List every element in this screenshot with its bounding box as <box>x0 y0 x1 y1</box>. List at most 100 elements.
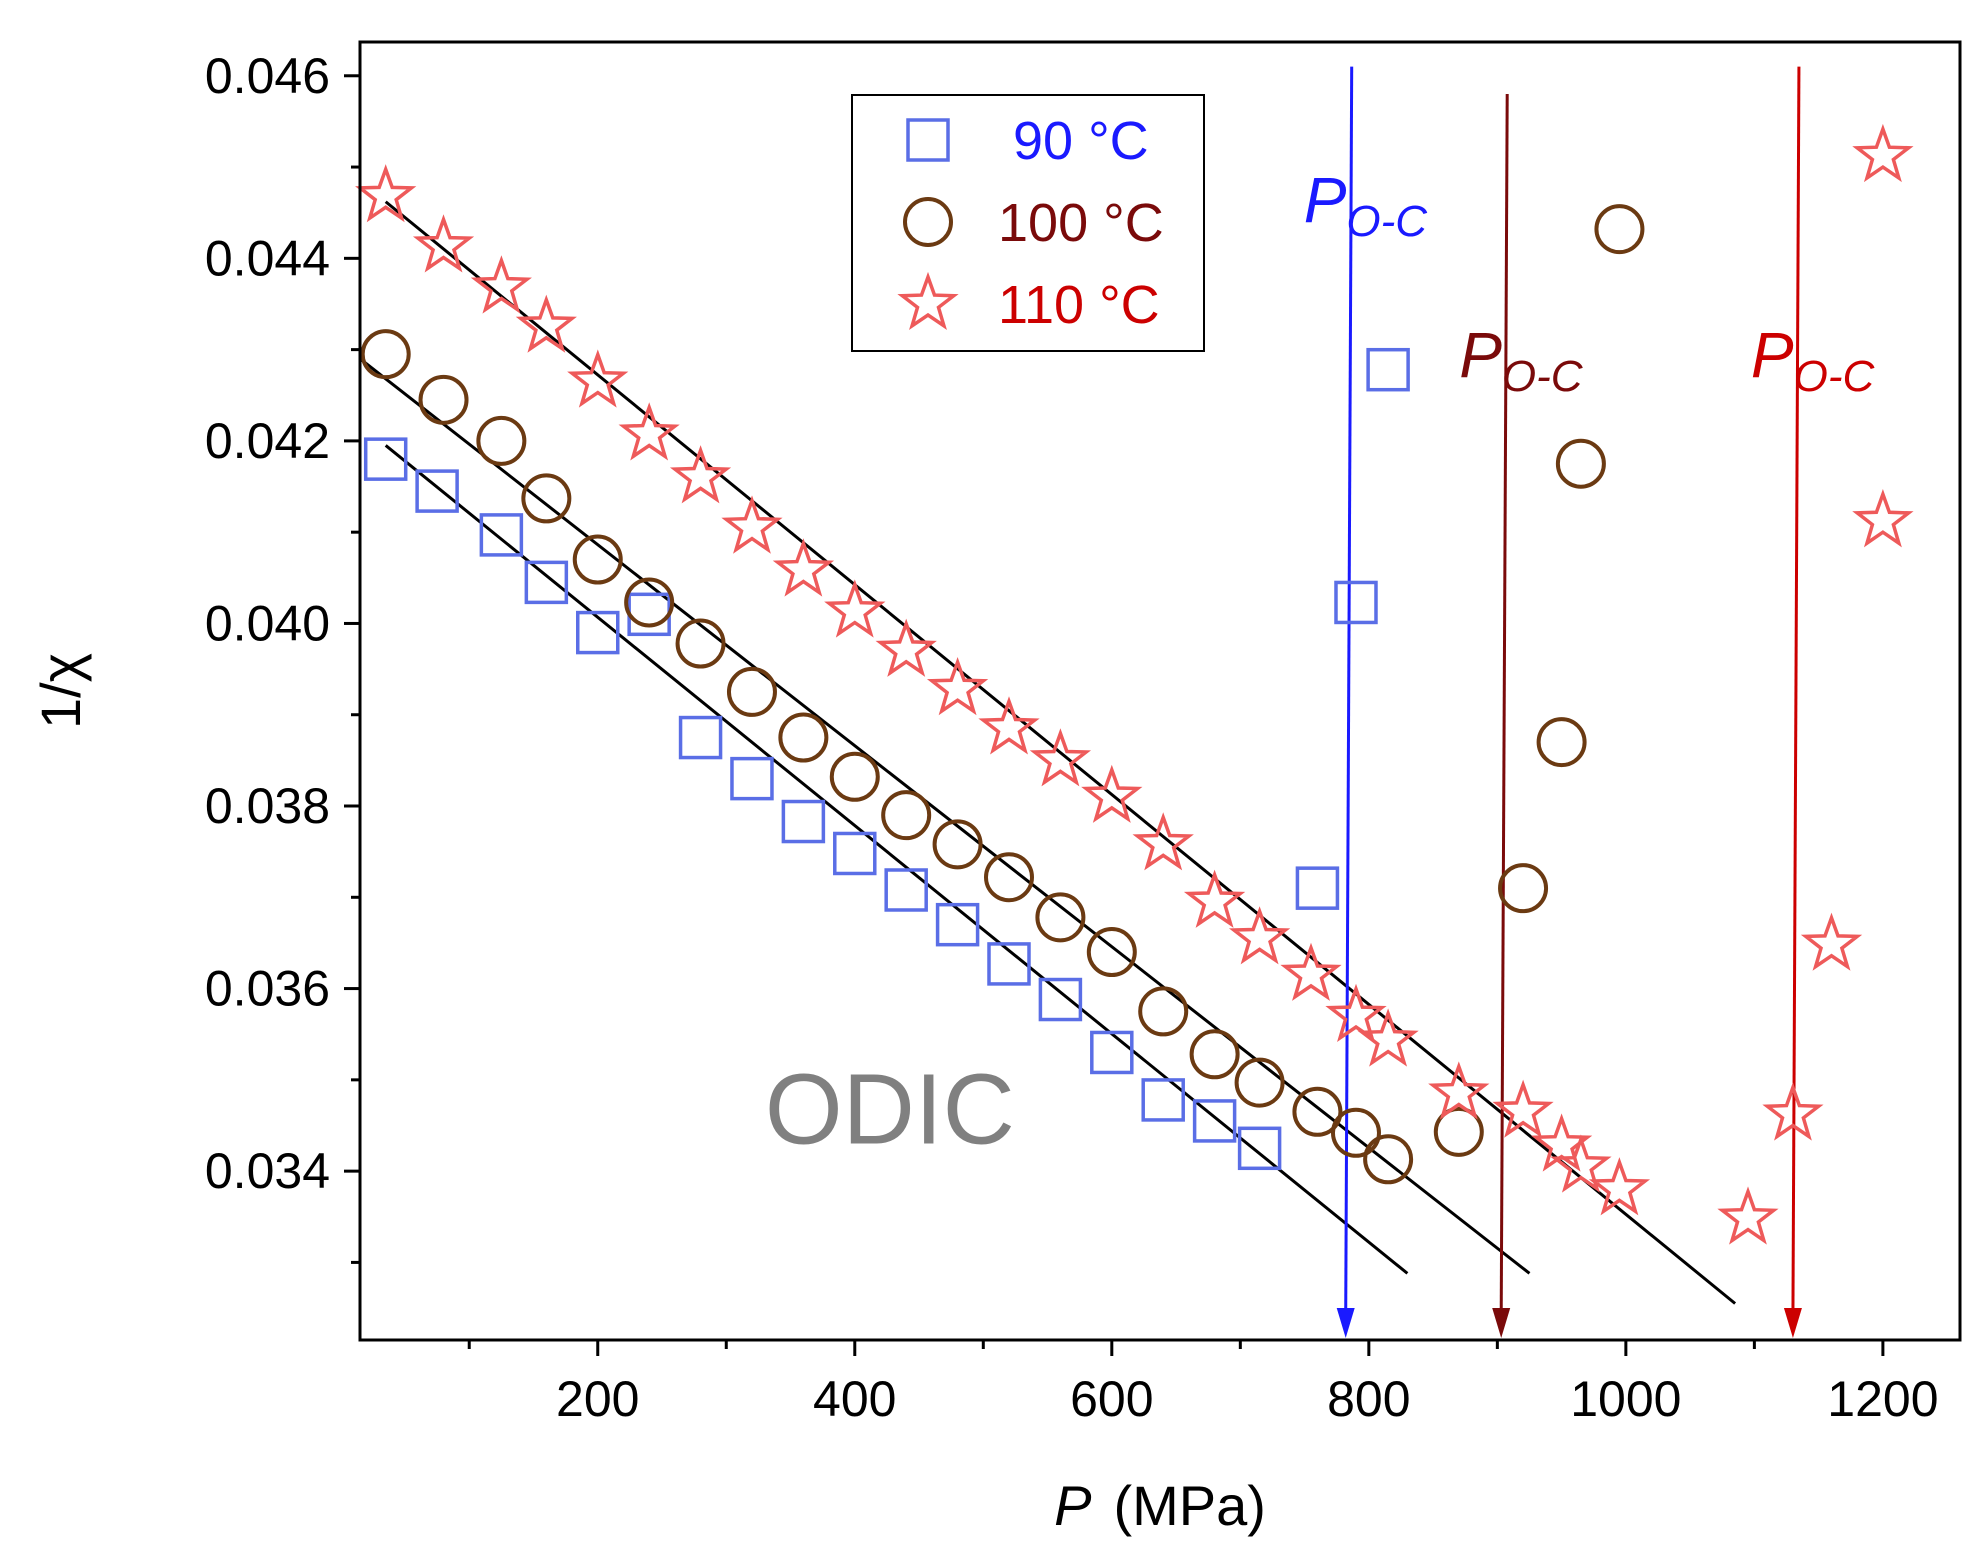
data-point <box>572 534 623 585</box>
transition-arrow-head <box>1492 1308 1511 1338</box>
data-point <box>678 715 723 760</box>
data-point <box>479 513 524 557</box>
data-point <box>935 902 980 947</box>
data-point <box>1183 869 1246 928</box>
series-circle <box>360 204 1645 1185</box>
x-tick-label: 1200 <box>1827 1371 1938 1427</box>
data-point <box>1363 1134 1414 1185</box>
transition-arrow-head <box>1783 1308 1802 1338</box>
data-point <box>1237 1126 1282 1171</box>
transition-arrow-shaft <box>1791 66 1801 1315</box>
data-point <box>1132 812 1194 871</box>
data-point <box>627 592 671 637</box>
legend-label: 110 °C <box>998 275 1160 335</box>
legend: 90 °C 100 °C 110 °C <box>851 94 1205 352</box>
data-point <box>932 819 983 870</box>
data-point <box>1029 728 1092 787</box>
data-point <box>978 696 1040 755</box>
data-point <box>1428 1061 1490 1120</box>
series-star <box>355 123 1914 1245</box>
data-point <box>1852 489 1914 548</box>
series-square <box>363 347 1410 1171</box>
data-point <box>1141 1078 1185 1122</box>
transition-pressure-label: PO-C <box>1304 164 1429 246</box>
data-point <box>1038 977 1083 1022</box>
data-point <box>1295 866 1340 910</box>
transition-arrow-shaft <box>1499 94 1509 1315</box>
data-point <box>1498 863 1549 914</box>
x-tick-label: 200 <box>556 1371 639 1427</box>
data-point <box>983 852 1034 903</box>
legend-marker <box>903 197 953 247</box>
data-point <box>1800 912 1863 971</box>
data-point <box>1192 1099 1237 1143</box>
transition-label-sub: O-C <box>1794 352 1876 401</box>
transition-label-main: P <box>1459 319 1502 391</box>
data-point <box>1325 983 1387 1043</box>
y-tick-label: 0.038 <box>205 778 330 834</box>
transition-label-main: P <box>1304 164 1347 236</box>
data-point <box>1330 1107 1381 1158</box>
data-point <box>1762 1082 1824 1141</box>
transition-label-main: P <box>1751 319 1794 391</box>
data-point <box>1086 927 1137 978</box>
data-point <box>881 790 932 841</box>
data-point <box>1228 906 1291 965</box>
transition-pressure-label: PO-C <box>1751 319 1876 401</box>
data-point <box>824 579 886 638</box>
y-tick-label: 0.042 <box>205 413 330 469</box>
transition-pressure-label: PO-C <box>1459 319 1584 401</box>
legend-marker <box>906 118 950 162</box>
data-point <box>730 756 774 801</box>
data-point <box>412 214 475 273</box>
data-point <box>1852 123 1914 183</box>
data-point <box>1536 717 1587 768</box>
axis-ticks: 200 400 600 800 1000 1200 0.034 0.036 0.038 0.040… <box>205 48 1939 1427</box>
x-axis-title: P (MPa) <box>1054 1474 1266 1537</box>
odic-phase-label: ODIC <box>765 1054 1015 1166</box>
data-point <box>1189 1029 1240 1080</box>
y-tick-label: 0.034 <box>205 1143 330 1199</box>
legend-label: 100 °C <box>998 193 1164 253</box>
data-point <box>470 255 532 314</box>
data-point <box>833 831 877 876</box>
data-point <box>1334 580 1378 625</box>
y-tick-label: 0.036 <box>205 961 330 1017</box>
data-point <box>1280 942 1342 1001</box>
x-axis-variable: P <box>1054 1474 1091 1537</box>
data-point <box>415 469 459 513</box>
data-point <box>1138 986 1189 1037</box>
data-point <box>884 868 928 912</box>
data-point <box>1550 1134 1612 1193</box>
y-axis-title: 1/χ <box>29 653 92 729</box>
x-tick-label: 400 <box>813 1371 896 1427</box>
data-point <box>1594 204 1645 255</box>
data-point <box>521 473 572 524</box>
data-point <box>926 657 989 716</box>
transition-label-sub: O-C <box>1346 197 1428 246</box>
y-tick-label: 0.046 <box>205 48 330 104</box>
transition-arrow-shaft <box>1344 66 1354 1315</box>
data-point <box>524 560 569 605</box>
data-point <box>781 799 826 844</box>
data-point <box>360 329 411 380</box>
transition-arrows: PO-CPO-C PO-C <box>1304 66 1876 1338</box>
data-point <box>1492 1079 1554 1138</box>
data-point <box>355 164 417 223</box>
data-point <box>675 618 726 669</box>
data-point <box>418 374 469 425</box>
data-point <box>1366 347 1410 392</box>
data-point <box>567 349 629 408</box>
data-point <box>726 666 777 717</box>
data-point <box>1555 438 1606 489</box>
data-point <box>1357 1008 1419 1067</box>
data-point <box>987 942 1031 986</box>
y-tick-label: 0.040 <box>205 595 330 651</box>
x-tick-label: 1000 <box>1570 1371 1681 1427</box>
data-point <box>363 437 408 481</box>
legend-box <box>851 94 1205 352</box>
data-point <box>778 712 829 763</box>
data-point <box>772 538 835 597</box>
data-point <box>1433 1106 1484 1157</box>
